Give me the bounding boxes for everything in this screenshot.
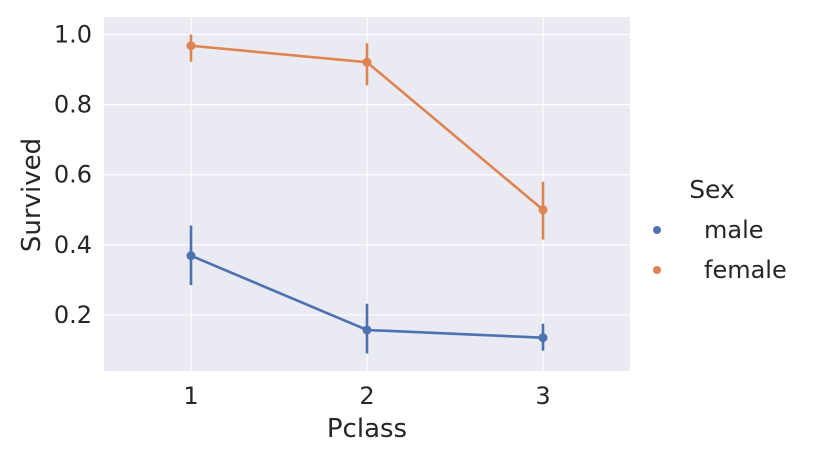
legend-marker-female	[653, 266, 661, 274]
data-point	[362, 57, 372, 67]
y-tick-label: 0.2	[54, 301, 92, 329]
legend-title: Sex	[689, 175, 735, 204]
data-point	[538, 333, 548, 343]
x-tick-label: 1	[183, 382, 198, 410]
data-point	[538, 205, 548, 215]
legend: Sex male female	[653, 175, 787, 284]
tick-labels: 0.2 0.4 0.6 0.8 1.0 1 2 3	[54, 21, 551, 410]
legend-label-male: male	[704, 216, 764, 244]
y-tick-label: 0.6	[54, 161, 92, 189]
data-point	[186, 251, 196, 261]
legend-label-female: female	[704, 256, 787, 284]
y-tick-label: 1.0	[54, 21, 92, 49]
y-tick-label: 0.8	[54, 91, 92, 119]
y-axis-label: Survived	[17, 138, 47, 252]
series-group	[186, 34, 548, 354]
x-tick-label: 2	[359, 382, 374, 410]
data-point	[362, 325, 372, 335]
x-tick-label: 3	[535, 382, 550, 410]
x-axis-label: Pclass	[327, 414, 407, 444]
data-point	[186, 41, 196, 51]
legend-marker-male	[653, 226, 661, 234]
y-tick-label: 0.4	[54, 231, 92, 259]
